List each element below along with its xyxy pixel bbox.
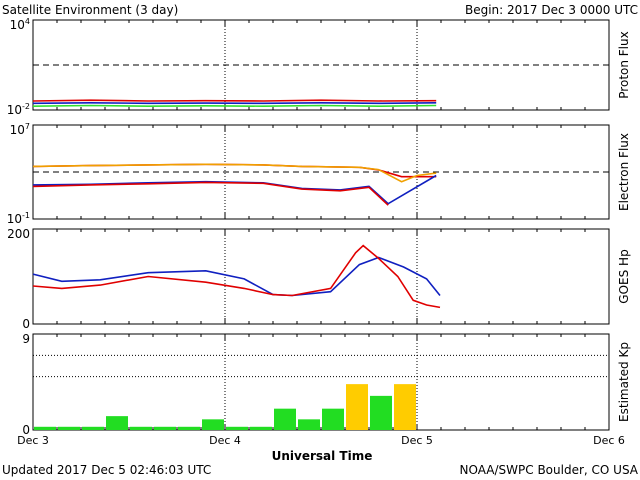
kp-bar: [298, 419, 320, 430]
kp-bar: [130, 426, 152, 430]
x-tick-label: Dec 6: [593, 434, 625, 447]
panel-frame: [32, 19, 610, 111]
chart-title: Satellite Environment (3 day): [2, 3, 178, 17]
y-axis-label: GOES Hp: [617, 249, 631, 303]
y-tick-label-top: 107: [10, 122, 30, 137]
y-tick-label-top: 104: [10, 17, 30, 32]
estimated-kp-panel: 9 0 Estimated Kp: [22, 332, 631, 437]
y-tick-label-top: 200: [7, 227, 30, 241]
updated-timestamp: Updated 2017 Dec 5 02:46:03 UTC: [2, 463, 211, 477]
series-line-red: [32, 99, 437, 102]
electron-flux-panel: 107 10-1 Electron Flux: [7, 122, 631, 226]
panel-frame: [32, 228, 610, 325]
x-axis-label: Universal Time: [272, 449, 373, 463]
x-tick-label: Dec 3: [17, 434, 49, 447]
y-tick-label-bottom: 10-1: [7, 211, 30, 226]
y-tick-label-bottom: 0: [22, 423, 30, 437]
series-line-green: [32, 104, 437, 108]
proton-flux-panel: 104 10-2 Proton Flux: [7, 17, 631, 117]
kp-bar: [178, 426, 200, 430]
x-axis: Dec 3 Dec 4 Dec 5 Dec 6: [17, 434, 625, 447]
y-tick-label-top: 9: [22, 332, 30, 346]
kp-bar: [346, 384, 368, 430]
kp-bar: [58, 426, 80, 430]
kp-bar: [370, 395, 392, 430]
y-tick-label-bottom: 10-2: [7, 102, 30, 117]
series-line-red: [32, 181, 389, 206]
kp-bar: [226, 426, 248, 430]
y-axis-label: Electron Flux: [617, 133, 631, 211]
series-line-orange: [32, 163, 437, 183]
series-line-red: [32, 244, 441, 309]
y-axis-label: Estimated Kp: [617, 342, 631, 422]
source-credit: NOAA/SWPC Boulder, CO USA: [460, 463, 639, 477]
goes-hp-panel: 200 0 GOES Hp: [7, 227, 631, 331]
y-tick-label-bottom: 0: [22, 317, 30, 331]
kp-bar: [250, 426, 272, 430]
kp-bar: [154, 426, 176, 430]
x-tick-label: Dec 4: [209, 434, 241, 447]
panel-frame: [32, 124, 610, 220]
kp-bar: [394, 384, 416, 430]
y-axis-label: Proton Flux: [617, 31, 631, 98]
begin-label: Begin: 2017 Dec 3 0000 UTC: [465, 3, 638, 17]
panel-frame: [32, 333, 610, 431]
series-line-blue: [32, 101, 437, 105]
x-tick-label: Dec 5: [401, 434, 433, 447]
kp-bar: [202, 419, 224, 430]
kp-bar: [82, 426, 104, 430]
kp-bar: [106, 416, 128, 430]
kp-bar: [322, 408, 344, 430]
kp-bar: [274, 408, 296, 430]
kp-bar: [34, 426, 56, 430]
